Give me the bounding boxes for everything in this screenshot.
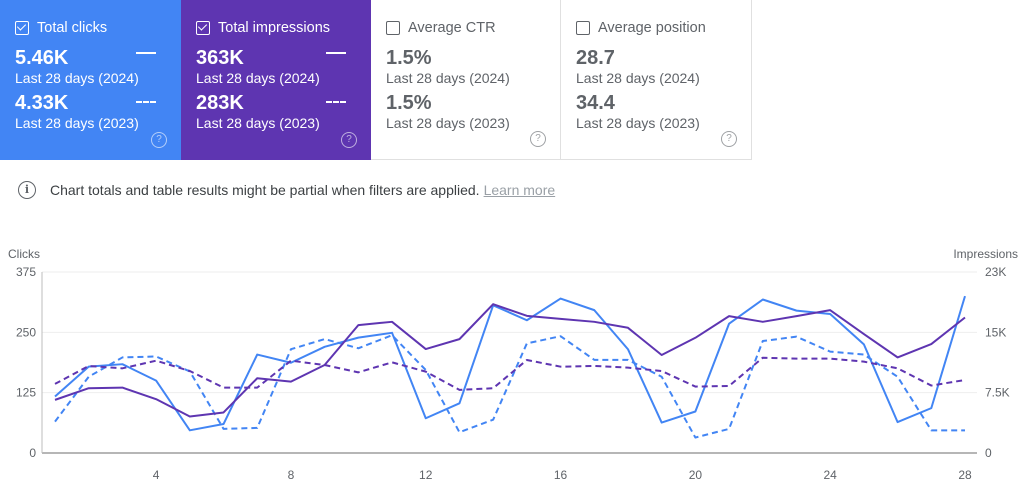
period-current: Last 28 days (2024): [15, 70, 139, 86]
period-current: Last 28 days (2024): [196, 70, 320, 86]
y-tick-right: 15K: [985, 325, 1006, 339]
value-previous: 283K: [196, 92, 244, 114]
info-icon: i: [18, 181, 36, 199]
value-previous: 4.33K: [15, 92, 69, 114]
value-current: 28.7: [576, 47, 615, 69]
help-icon[interactable]: ?: [721, 131, 737, 147]
period-previous: Last 28 days (2023): [196, 115, 320, 131]
solid-line-legend: [136, 52, 156, 54]
checkbox[interactable]: [196, 21, 210, 35]
period-current: Last 28 days (2024): [386, 70, 510, 86]
x-tick: 24: [824, 468, 838, 482]
period-current: Last 28 days (2024): [576, 70, 700, 86]
value-current: 363K: [196, 47, 244, 69]
series-clicks-2023: [54, 334, 965, 439]
card-title: Average position: [598, 20, 706, 36]
checkbox[interactable]: [386, 21, 400, 35]
help-icon[interactable]: ?: [341, 132, 357, 148]
value-previous: 34.4: [576, 92, 615, 114]
y-tick-right: 23K: [985, 265, 1006, 279]
dashed-line-legend: [326, 101, 346, 103]
help-icon[interactable]: ?: [530, 131, 546, 147]
period-previous: Last 28 days (2023): [15, 115, 139, 131]
value-current: 5.46K: [15, 47, 69, 69]
period-previous: Last 28 days (2023): [576, 115, 700, 131]
card-title: Total clicks: [37, 20, 108, 36]
y-tick-left: 250: [16, 325, 36, 339]
metric-card-total-impressions[interactable]: Total impressions 363K Last 28 days (202…: [181, 0, 371, 160]
checkbox[interactable]: [15, 21, 29, 35]
value-current: 1.5%: [386, 47, 432, 69]
notice-text: Chart totals and table results might be …: [50, 182, 480, 198]
metric-card-average-ctr[interactable]: Average CTR 1.5% Last 28 days (2024) 1.5…: [371, 0, 561, 160]
metric-card-total-clicks[interactable]: Total clicks 5.46K Last 28 days (2024) 4…: [0, 0, 181, 160]
series-impressions-2023: [54, 356, 966, 391]
x-tick: 20: [689, 468, 703, 482]
x-tick: 12: [419, 468, 433, 482]
y-tick-right: 0: [985, 446, 992, 460]
y-tick-right: 7.5K: [985, 386, 1010, 400]
metric-card-average-position[interactable]: Average position 28.7 Last 28 days (2024…: [561, 0, 752, 160]
card-title: Total impressions: [218, 20, 331, 36]
y-axis-right-label: Impressions: [953, 247, 1018, 261]
solid-line-legend: [326, 52, 346, 54]
x-tick: 4: [153, 468, 160, 482]
x-tick: 8: [288, 468, 295, 482]
learn-more-link[interactable]: Learn more: [483, 182, 556, 198]
y-axis-left-label: Clicks: [8, 247, 40, 261]
series-impressions-2024: [54, 303, 966, 418]
y-tick-left: 0: [29, 446, 36, 460]
y-tick-left: 375: [16, 265, 36, 279]
series-clicks-2024: [54, 295, 966, 432]
value-previous: 1.5%: [386, 92, 432, 114]
period-previous: Last 28 days (2023): [386, 115, 510, 131]
x-tick: 16: [554, 468, 568, 482]
x-tick: 28: [958, 468, 972, 482]
dashed-line-legend: [136, 101, 156, 103]
card-title: Average CTR: [408, 20, 496, 36]
y-tick-left: 125: [16, 386, 36, 400]
checkbox[interactable]: [576, 21, 590, 35]
help-icon[interactable]: ?: [151, 132, 167, 148]
filter-notice: i Chart totals and table results might b…: [18, 181, 555, 199]
